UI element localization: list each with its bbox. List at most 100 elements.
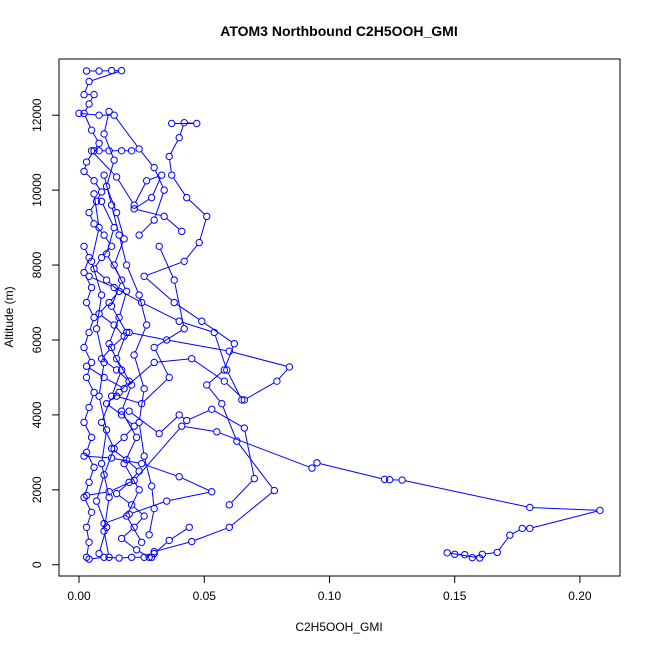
data-point [127,381,136,389]
series-segment [126,364,153,387]
series-segment [139,298,147,323]
data-point [110,156,118,164]
data-point [100,358,108,367]
data-point [97,355,106,363]
data-point [87,147,96,155]
series-segment [106,163,114,184]
data-point [80,167,88,176]
data-point [85,403,93,412]
data-point [82,448,91,457]
series-segment [92,557,101,560]
series-segment [134,357,144,386]
data-point [380,475,389,484]
series-segment [139,550,147,557]
series-segment [109,320,119,341]
data-point [225,347,234,355]
data-point [250,474,259,483]
series-segment [87,515,92,525]
series-segment [161,416,178,432]
data-point [105,107,113,116]
series-segment [103,248,110,256]
series-segment [86,545,90,555]
series-segment [512,529,520,535]
series-segment [123,540,135,549]
series-segment [96,477,104,499]
data-point [115,388,123,397]
data-point [180,257,188,266]
data-point [117,66,126,75]
data-point [117,147,126,155]
data-point [180,118,188,127]
data-point [80,452,88,460]
series-segment [105,237,111,244]
data-point [82,67,91,75]
series-segment [140,151,153,166]
series-segment [112,308,126,330]
series-segment [104,534,109,555]
data-point [80,418,88,427]
series-segment [533,507,597,511]
data-point [135,486,143,494]
data-point [97,253,106,262]
data-point [127,553,136,561]
data-point [185,523,193,531]
data-point [230,340,239,348]
series-segment [144,459,152,484]
data-point [140,512,148,520]
series-segment [194,527,227,541]
series-segment [227,372,241,398]
data-point [225,523,234,531]
series-segment [114,458,139,464]
data-point [210,328,218,337]
data-point [97,291,106,299]
data-point [165,373,173,382]
series-segment [91,230,99,259]
data-point [130,523,138,531]
series-segment [214,335,227,368]
x-axis: 0.00 0.05 0.10 0.15 0.20 [67,575,592,603]
data-point [82,553,91,561]
data-point [105,298,113,307]
data-point [203,212,211,221]
data-point [107,444,116,453]
data-point [110,283,118,292]
x-tick-label: 0.10 [318,589,342,603]
series-segment [85,499,91,510]
data-point [157,171,166,179]
series-segment [160,249,174,278]
data-point [92,197,101,206]
data-point [162,497,171,505]
series-segment [485,552,495,555]
series-segment [238,443,273,489]
series-segment [91,277,112,287]
series-segment [179,125,184,135]
series-segment [182,321,212,332]
series-segment [85,275,91,285]
data-point [90,190,98,198]
series-segment [170,140,179,154]
y-tick-label: 8000 [30,251,44,278]
data-point [240,396,249,404]
data-point [195,238,203,247]
series-segment [85,106,88,111]
series-segment [132,332,164,340]
data-point [313,459,321,467]
series-segment [86,173,93,179]
data-point [107,343,116,352]
series-segment [133,506,143,515]
series-segment [125,428,133,436]
series-segment [169,159,172,173]
data-point [130,205,138,213]
data-point [102,523,111,531]
series-segment [96,331,104,360]
series-4 [82,422,604,562]
data-point [110,321,118,329]
data-point [170,298,178,307]
data-point [100,171,108,179]
data-point [168,171,176,179]
series-segment [176,303,200,320]
series-segment [146,261,182,276]
chart-title: ATOM3 Northbound C2H5OOH_GMI [220,23,457,39]
series-segment [137,209,162,217]
series-segment [405,480,527,508]
